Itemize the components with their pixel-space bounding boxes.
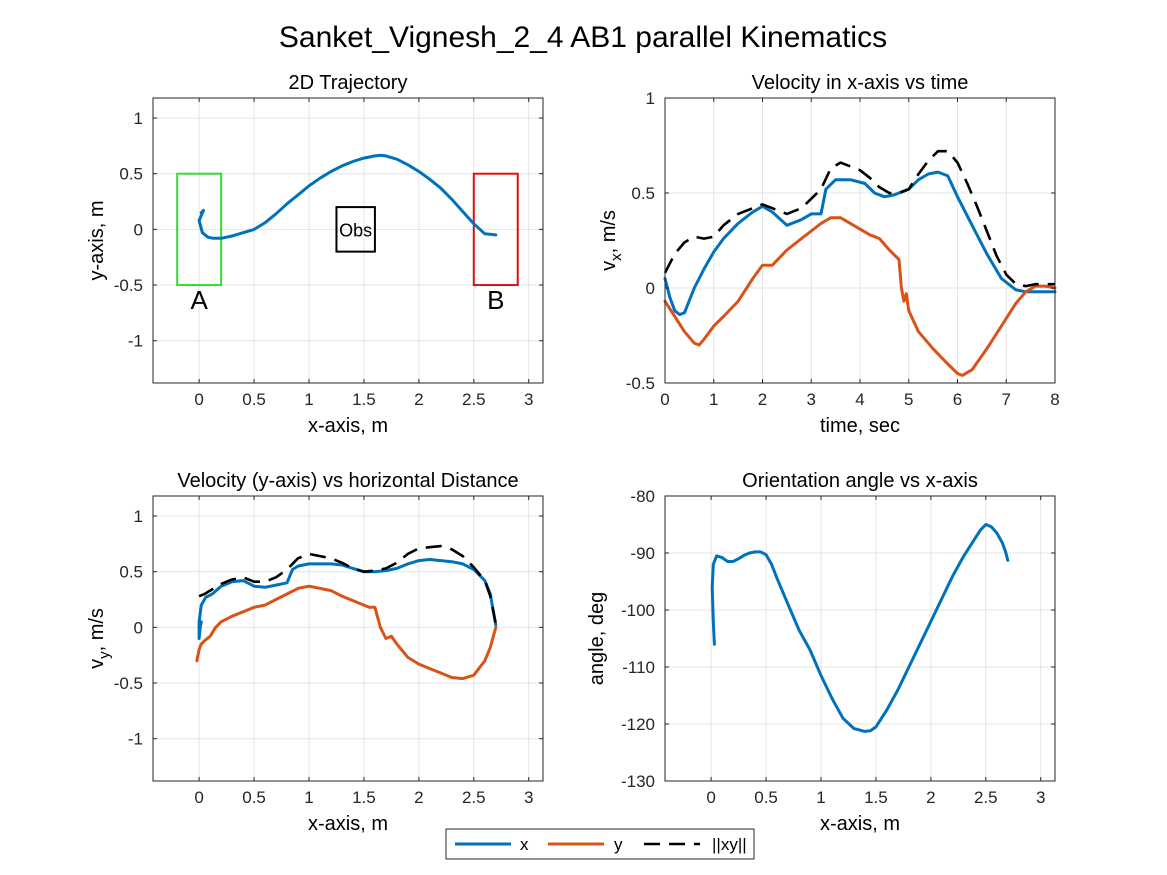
y-axis-label: y-axis, m xyxy=(86,201,108,281)
legend-label-y: y xyxy=(614,835,623,854)
y-tick-label: -130 xyxy=(621,772,655,791)
x-tick-label: 2 xyxy=(926,788,935,807)
y-tick-label: -1 xyxy=(128,730,143,749)
x-tick-label: 6 xyxy=(953,390,962,409)
y-axis-label-units: , m/s xyxy=(598,210,620,253)
subplot-title: Velocity (y-axis) vs horizontal Distance xyxy=(177,470,518,492)
series-line-x xyxy=(663,170,1057,317)
x-tick-label: 1.5 xyxy=(864,788,888,807)
y-axis-label-subscript: x xyxy=(608,253,625,261)
y-tick-label: -80 xyxy=(630,487,655,506)
y-tick-label: -1 xyxy=(128,332,143,351)
x-tick-label: 0 xyxy=(706,788,715,807)
x-tick-label: 1 xyxy=(709,390,718,409)
x-tick-label: 7 xyxy=(1002,390,1011,409)
obstacle-label: Obs xyxy=(339,220,372,240)
x-tick-label: 1 xyxy=(816,788,825,807)
x-tick-label: 8 xyxy=(1050,390,1059,409)
subplot-velocity-y-vs-distance: 0 0.5 1 1.5 2 2.5 3 -1 -0.5 0 0.5 1 Velocity (y-axis… xyxy=(86,470,544,835)
y-tick-label: 0 xyxy=(134,618,143,637)
y-tick-label: -0.5 xyxy=(114,674,143,693)
x-tick-label: 0 xyxy=(194,390,203,409)
legend-label-x: x xyxy=(520,835,529,854)
subplot-title: Orientation angle vs x-axis xyxy=(742,470,978,492)
x-tick-label: 3 xyxy=(1036,788,1045,807)
y-axis-label: vy, m/s xyxy=(86,608,113,669)
x-tick-label: 4 xyxy=(855,390,864,409)
x-tick-label: 0.5 xyxy=(242,788,266,807)
x-tick-label: 3 xyxy=(524,390,533,409)
y-tick-label: 0 xyxy=(646,279,655,298)
series-line-trajectory xyxy=(197,153,498,240)
x-tick-label: 2 xyxy=(414,788,423,807)
axes-frame xyxy=(664,495,1056,782)
axes-background xyxy=(153,98,543,383)
figure-title: Sanket_Vignesh_2_4 AB1 parallel Kinemati… xyxy=(279,21,887,54)
y-tick-label: 0.5 xyxy=(119,165,143,184)
legend-label-norm: ||xy|| xyxy=(712,835,747,854)
zone-a-label: A xyxy=(190,285,208,315)
axes-frame xyxy=(152,495,544,782)
series-line-x xyxy=(197,558,498,640)
zone-obs-box xyxy=(335,206,376,253)
y-tick-label: -0.5 xyxy=(114,276,143,295)
x-tick-label: 1 xyxy=(304,788,313,807)
axes-frame xyxy=(152,97,544,384)
legend: x y ||xy|| xyxy=(445,828,755,860)
x-tick-label: 2.5 xyxy=(974,788,998,807)
x-tick-label: 2.5 xyxy=(462,390,486,409)
series-line-trajectory xyxy=(710,523,1010,733)
y-axis-label-main: v xyxy=(86,659,108,669)
y-tick-label: 0.5 xyxy=(119,563,143,582)
zone-b-label: B xyxy=(487,285,504,315)
y-axis-label: angle, deg xyxy=(586,592,608,685)
subplot-title: 2D Trajectory xyxy=(289,72,408,94)
subplot-orientation-angle: 0 0.5 1 1.5 2 2.5 3 -130 -120 -110 -100 -90 -80 Orien… xyxy=(586,470,1056,835)
subplot-title: Velocity in x-axis vs time xyxy=(752,72,969,94)
y-tick-label: -100 xyxy=(621,601,655,620)
x-tick-label: 2.5 xyxy=(462,788,486,807)
x-tick-label: 1.5 xyxy=(352,788,376,807)
y-axis-label-subscript: y xyxy=(96,651,113,659)
series-line-y xyxy=(663,216,1057,377)
x-axis-label: time, sec xyxy=(820,415,900,437)
x-tick-label: 1 xyxy=(304,390,313,409)
series-line-y xyxy=(195,584,498,681)
y-tick-label: 1 xyxy=(134,109,143,128)
zone-a-box xyxy=(176,172,223,287)
x-tick-label: 3 xyxy=(807,390,816,409)
x-tick-label: 0 xyxy=(660,390,669,409)
axes-background xyxy=(665,496,1055,781)
axes-background xyxy=(153,496,543,781)
x-tick-label: 5 xyxy=(904,390,913,409)
y-axis-label-main: v xyxy=(598,261,620,271)
y-tick-label: 1 xyxy=(646,89,655,108)
y-axis-label-units: , m/s xyxy=(86,608,108,651)
x-tick-label: 0.5 xyxy=(754,788,778,807)
series-line-norm xyxy=(198,544,498,625)
x-tick-label: 0.5 xyxy=(242,390,266,409)
x-tick-label: 0 xyxy=(194,788,203,807)
x-tick-label: 2 xyxy=(758,390,767,409)
y-axis-label: vx, m/s xyxy=(598,210,625,271)
y-tick-label: -110 xyxy=(622,658,655,677)
x-tick-label: 1.5 xyxy=(352,390,376,409)
x-tick-label: 3 xyxy=(524,788,533,807)
x-axis-label: x-axis, m xyxy=(308,813,388,835)
x-tick-label: 2 xyxy=(414,390,423,409)
zone-b-box xyxy=(472,172,519,287)
series-line-norm xyxy=(663,149,1055,288)
y-tick-label: 0.5 xyxy=(631,184,655,203)
subplot-velocity-x-vs-time: 0 1 2 3 4 5 6 7 8 -0.5 0 0.5 1 Velocity in x-axis vs … xyxy=(598,72,1060,437)
x-axis-label: x-axis, m xyxy=(308,415,388,437)
y-tick-label: -90 xyxy=(630,544,655,563)
subplot-2d-trajectory: A Obs B 0 0.5 1 1.5 2 2.5 3 -1 -0.5 0 0.5 1 2D Trajecto… xyxy=(86,72,544,437)
x-axis-label: x-axis, m xyxy=(820,813,900,835)
y-tick-label: 1 xyxy=(134,507,143,526)
y-tick-label: 0 xyxy=(134,220,143,239)
y-tick-label: -0.5 xyxy=(626,374,655,393)
y-tick-label: -120 xyxy=(621,715,655,734)
